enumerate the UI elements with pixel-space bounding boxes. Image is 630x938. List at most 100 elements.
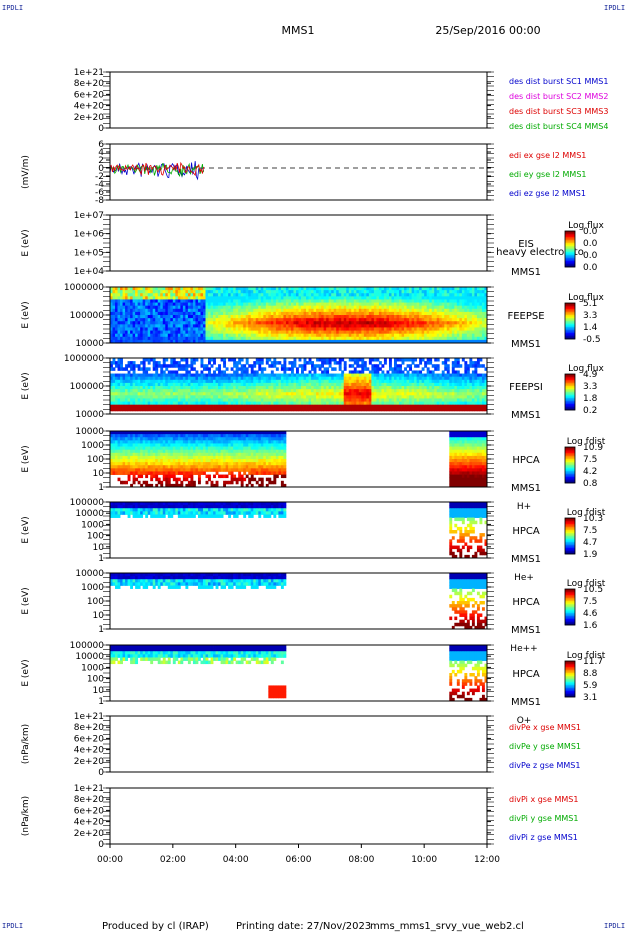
- spectrogram-cell-feeps-e: [158, 287, 161, 291]
- spectrogram-cell-feeps-i: [399, 358, 402, 362]
- spectrogram-cell-feeps-e: [457, 290, 460, 294]
- spectrogram-cell-feeps-i: [354, 405, 357, 409]
- spectrogram-cell-feeps-e: [469, 303, 472, 307]
- spectrogram-cell-feeps-e: [188, 324, 191, 328]
- spectrogram-cell-feeps-i: [374, 374, 377, 378]
- spectrogram-cell-feeps-i: [236, 405, 239, 409]
- spectrogram-cell-feeps-e: [291, 315, 294, 319]
- spectrogram-cell-feeps-e: [178, 303, 181, 307]
- spectrogram-cell-feeps-i: [447, 386, 450, 390]
- spectrogram-cell-feeps-i: [185, 367, 188, 371]
- spectrogram-cell-feeps-e: [158, 327, 161, 331]
- spectrogram-cell-feeps-e: [125, 318, 128, 322]
- spectrogram-cell-feeps-i: [349, 374, 352, 378]
- spectrogram-cell-feeps-i: [444, 408, 447, 412]
- spectrogram-cell-feeps-i: [404, 367, 407, 371]
- spectrogram-cell-feeps-e: [329, 299, 332, 303]
- spectrogram-cell-feeps-i: [246, 367, 249, 371]
- spectrogram-cell-feeps-e: [462, 287, 465, 291]
- spectrogram-cell-feeps-i: [163, 383, 166, 387]
- spectrogram-cell-feeps-i: [437, 402, 440, 406]
- spectrogram-cell-feeps-e: [123, 334, 126, 338]
- spectrogram-cell-feeps-i: [216, 398, 219, 402]
- spectrogram-cell-feeps-i: [155, 398, 158, 402]
- spectrogram-cell-feeps-e: [344, 331, 347, 335]
- spectrogram-cell-feeps-e: [336, 287, 339, 291]
- spectrogram-cell-feeps-e: [474, 306, 477, 310]
- spectrogram-cell-feeps-i: [422, 389, 425, 393]
- spectrogram-cell-feeps-e: [256, 303, 259, 307]
- spectrogram-cell-feeps-e: [180, 315, 183, 319]
- spectrogram-cell-feeps-i: [281, 389, 284, 393]
- spectrogram-cell-feeps-i: [228, 395, 231, 399]
- spectrogram-cell-feeps-e: [256, 327, 259, 331]
- spectrogram-cell-feeps-i: [228, 405, 231, 409]
- spectrogram-cell-feeps-e: [369, 299, 372, 303]
- spectrogram-cell-feeps-e: [266, 287, 269, 291]
- spectrogram-cell-feeps-e: [409, 321, 412, 325]
- spectrogram-cell-feeps-i: [155, 402, 158, 406]
- spectrogram-cell-feeps-i: [133, 383, 136, 387]
- spectrogram-cell-feeps-e: [354, 296, 357, 300]
- spectrogram-cell-feeps-e: [361, 287, 364, 291]
- spectrogram-cell-feeps-i: [261, 389, 264, 393]
- spectrogram-cell-feeps-e: [402, 290, 405, 294]
- spectrogram-cell-feeps-e: [246, 318, 249, 322]
- spectrogram-cell-feeps-i: [296, 383, 299, 387]
- spectrogram-cell-feeps-i: [394, 377, 397, 381]
- spectrogram-cell-feeps-i: [123, 405, 126, 409]
- spectrogram-cell-feeps-e: [311, 334, 314, 338]
- spectrogram-cell-feeps-e: [359, 303, 362, 307]
- spectrogram-cell-feeps-e: [193, 315, 196, 319]
- spectrogram-cell-feeps-i: [120, 367, 123, 371]
- spectrogram-cell-feeps-i: [115, 408, 118, 412]
- spectrogram-cell-feeps-e: [351, 321, 354, 325]
- spectrogram-cell-feeps-e: [444, 287, 447, 291]
- spectrogram-cell-feeps-i: [125, 386, 128, 390]
- spectrogram-cell-feeps-e: [246, 337, 249, 341]
- spectrogram-cell-feeps-i: [233, 383, 236, 387]
- spectrogram-cell-feeps-e: [271, 303, 274, 307]
- spectrogram-cell-feeps-i: [153, 389, 156, 393]
- spectrogram-cell-feeps-i: [422, 383, 425, 387]
- spectrogram-cell-feeps-e: [341, 312, 344, 316]
- spectrogram-cell-feeps-i: [386, 408, 389, 412]
- spectrogram-cell-feeps-i: [236, 395, 239, 399]
- spectrogram-cell-feeps-e: [120, 296, 123, 300]
- spectrogram-cell-feeps-i: [432, 364, 435, 368]
- spectrogram-cell-feeps-i: [211, 386, 214, 390]
- spectrogram-cell-feeps-e: [211, 318, 214, 322]
- spectrogram-cell-feeps-i: [427, 398, 430, 402]
- spectrogram-cell-feeps-e: [138, 318, 141, 322]
- spectrogram-cell-feeps-e: [231, 287, 234, 291]
- spectrogram-cell-feeps-i: [361, 405, 364, 409]
- spectrogram-cell-feeps-i: [120, 380, 123, 384]
- spectrogram-cell-feeps-i: [218, 386, 221, 390]
- spectrogram-cell-feeps-e: [326, 312, 329, 316]
- spectrogram-cell-feeps-e: [268, 315, 271, 319]
- spectrogram-cell-feeps-e: [296, 312, 299, 316]
- spectrogram-cell-feeps-e: [399, 293, 402, 297]
- spectrogram-cell-feeps-e: [384, 337, 387, 341]
- spectrogram-cell-feeps-i: [278, 383, 281, 387]
- spectrogram-cell-feeps-i: [384, 361, 387, 365]
- spectrogram-cell-feeps-e: [228, 293, 231, 297]
- spectrogram-cell-feeps-e: [437, 303, 440, 307]
- spectrogram-cell-feeps-e: [258, 296, 261, 300]
- spectrogram-cell-feeps-e: [412, 290, 415, 294]
- spectrogram-cell-feeps-i: [281, 386, 284, 390]
- spectrogram-cell-feeps-e: [165, 303, 168, 307]
- spectrogram-cell-feeps-e: [193, 303, 196, 307]
- spectrogram-cell-feeps-i: [376, 383, 379, 387]
- spectrogram-cell-feeps-e: [148, 312, 151, 316]
- spectrogram-cell-feeps-i: [268, 398, 271, 402]
- spectrogram-cell-feeps-i: [208, 380, 211, 384]
- spectrogram-cell-feeps-e: [376, 287, 379, 291]
- spectrogram-cell-feeps-e: [384, 324, 387, 328]
- spectrogram-cell-feeps-i: [133, 389, 136, 393]
- spectrogram-cell-feeps-e: [248, 296, 251, 300]
- spectrogram-cell-feeps-e: [253, 287, 256, 291]
- spectrogram-cell-feeps-e: [123, 315, 126, 319]
- spectrogram-cell-feeps-i: [344, 408, 347, 412]
- spectrogram-cell-feeps-e: [409, 287, 412, 291]
